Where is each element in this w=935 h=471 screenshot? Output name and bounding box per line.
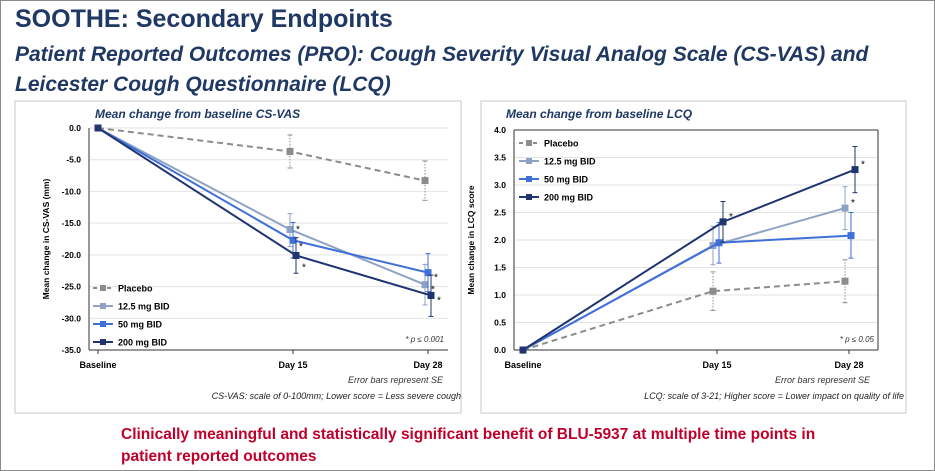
series-line-0 <box>522 280 846 351</box>
y-axis-label: Mean change in CS-VAS (mm) <box>41 178 51 299</box>
y-tick-label: 3.5 <box>494 153 506 163</box>
legend-marker <box>526 140 532 146</box>
data-point <box>421 281 429 289</box>
error-note: Error bars represent SE <box>775 375 871 385</box>
legend-marker <box>100 321 106 327</box>
y-tick-label: 2.5 <box>494 208 506 218</box>
y-tick-label: 0.5 <box>494 318 506 328</box>
data-point <box>421 177 429 185</box>
significance-note: * p ≤ 0.001 <box>405 335 444 344</box>
data-point <box>841 204 849 212</box>
legend-marker <box>100 285 106 291</box>
y-tick-label: 1.5 <box>494 263 506 273</box>
series-line-1 <box>522 207 846 351</box>
data-point <box>427 291 435 299</box>
x-tick-label: Day 28 <box>834 360 863 370</box>
slide-subtitle: Patient Reported Outcomes (PRO): Cough S… <box>15 43 869 96</box>
legend-label: 200 mg BID <box>118 338 168 348</box>
data-point <box>286 147 294 155</box>
y-tick-label: 0.0 <box>69 123 81 133</box>
chart-frame <box>480 100 907 414</box>
x-tick-label: Day 15 <box>278 360 307 370</box>
x-tick-label: Baseline <box>504 360 541 370</box>
y-tick-label: 1.0 <box>494 290 506 300</box>
data-point <box>719 218 727 226</box>
y-tick-label: 4.0 <box>494 125 506 135</box>
chart-title: Mean change from baseline CS-VAS <box>95 107 300 121</box>
data-point <box>519 346 527 354</box>
chart-title: Mean change from baseline LCQ <box>506 107 693 121</box>
series-line-3 <box>97 127 432 297</box>
legend-marker <box>526 194 532 200</box>
data-point <box>292 251 300 259</box>
data-point <box>715 239 723 247</box>
series-line-2 <box>522 234 852 351</box>
data-point <box>709 287 717 295</box>
data-point <box>94 124 102 132</box>
significance-asterisk: * <box>434 273 438 284</box>
data-point <box>841 277 849 285</box>
chart-cs-vas: Mean change from baseline CS-VAS 0.0 -5.0 -… <box>14 100 462 414</box>
y-tick-label: -20.0 <box>62 250 82 260</box>
y-tick-label: -15.0 <box>62 218 82 228</box>
footer-statement: Clinically meaningful and statistically … <box>121 426 816 465</box>
data-point <box>851 166 859 174</box>
legend-label: 50 mg BID <box>544 175 589 185</box>
legend-marker <box>526 176 532 182</box>
significance-asterisk: * <box>861 160 865 171</box>
significance-asterisk: * <box>431 285 435 296</box>
x-tick-label: Day 15 <box>702 360 731 370</box>
x-tick-label: Baseline <box>79 360 116 370</box>
significance-asterisk: * <box>729 212 733 223</box>
significance-asterisk: * <box>851 198 855 209</box>
series-line-2 <box>97 127 429 274</box>
chart-lcq: Mean change from baseline LCQ 0.0 0.5 1.0 1.… <box>466 100 907 414</box>
legend-label: Placebo <box>118 284 153 294</box>
legend-label: 12.5 mg BID <box>118 302 170 312</box>
legend-marker <box>526 158 532 164</box>
y-axis-label: Mean change in LCQ score <box>466 185 476 294</box>
significance-asterisk: * <box>299 241 303 252</box>
error-note: Error bars represent SE <box>348 375 444 385</box>
significance-asterisk: * <box>296 224 300 235</box>
x-tick-label: Day 28 <box>413 360 442 370</box>
y-tick-label: 2.0 <box>494 235 506 245</box>
legend-label: 200 mg BID <box>544 193 594 203</box>
y-tick-label: -35.0 <box>62 345 82 355</box>
chart-frame <box>14 100 462 414</box>
y-tick-label: -30.0 <box>62 313 82 323</box>
data-point <box>289 236 297 244</box>
legend-label: 12.5 mg BID <box>544 157 596 167</box>
charts: Mean change from baseline CS-VAS 0.0 -5.0 -… <box>14 100 907 414</box>
significance-note: * p ≤ 0.05 <box>840 335 875 344</box>
significance-asterisk: * <box>302 262 306 273</box>
scale-note: CS-VAS: scale of 0-100mm; Lower score = … <box>212 391 461 401</box>
scale-note: LCQ: scale of 3-21; Higher score = Lower… <box>644 391 904 401</box>
data-point <box>847 232 855 240</box>
legend-marker <box>100 303 106 309</box>
significance-asterisk: * <box>437 295 441 306</box>
legend-marker <box>100 339 106 345</box>
legend-label: 50 mg BID <box>118 320 163 330</box>
y-tick-label: -5.0 <box>66 155 81 165</box>
slide-title: SOOTHE: Secondary Endpoints <box>15 5 393 33</box>
y-tick-label: -10.0 <box>62 186 82 196</box>
data-point <box>424 269 432 277</box>
y-tick-label: -25.0 <box>62 282 82 292</box>
y-tick-label: 0.0 <box>494 345 506 355</box>
y-tick-label: 3.0 <box>494 180 506 190</box>
data-point <box>286 225 294 233</box>
legend-label: Placebo <box>544 139 579 149</box>
